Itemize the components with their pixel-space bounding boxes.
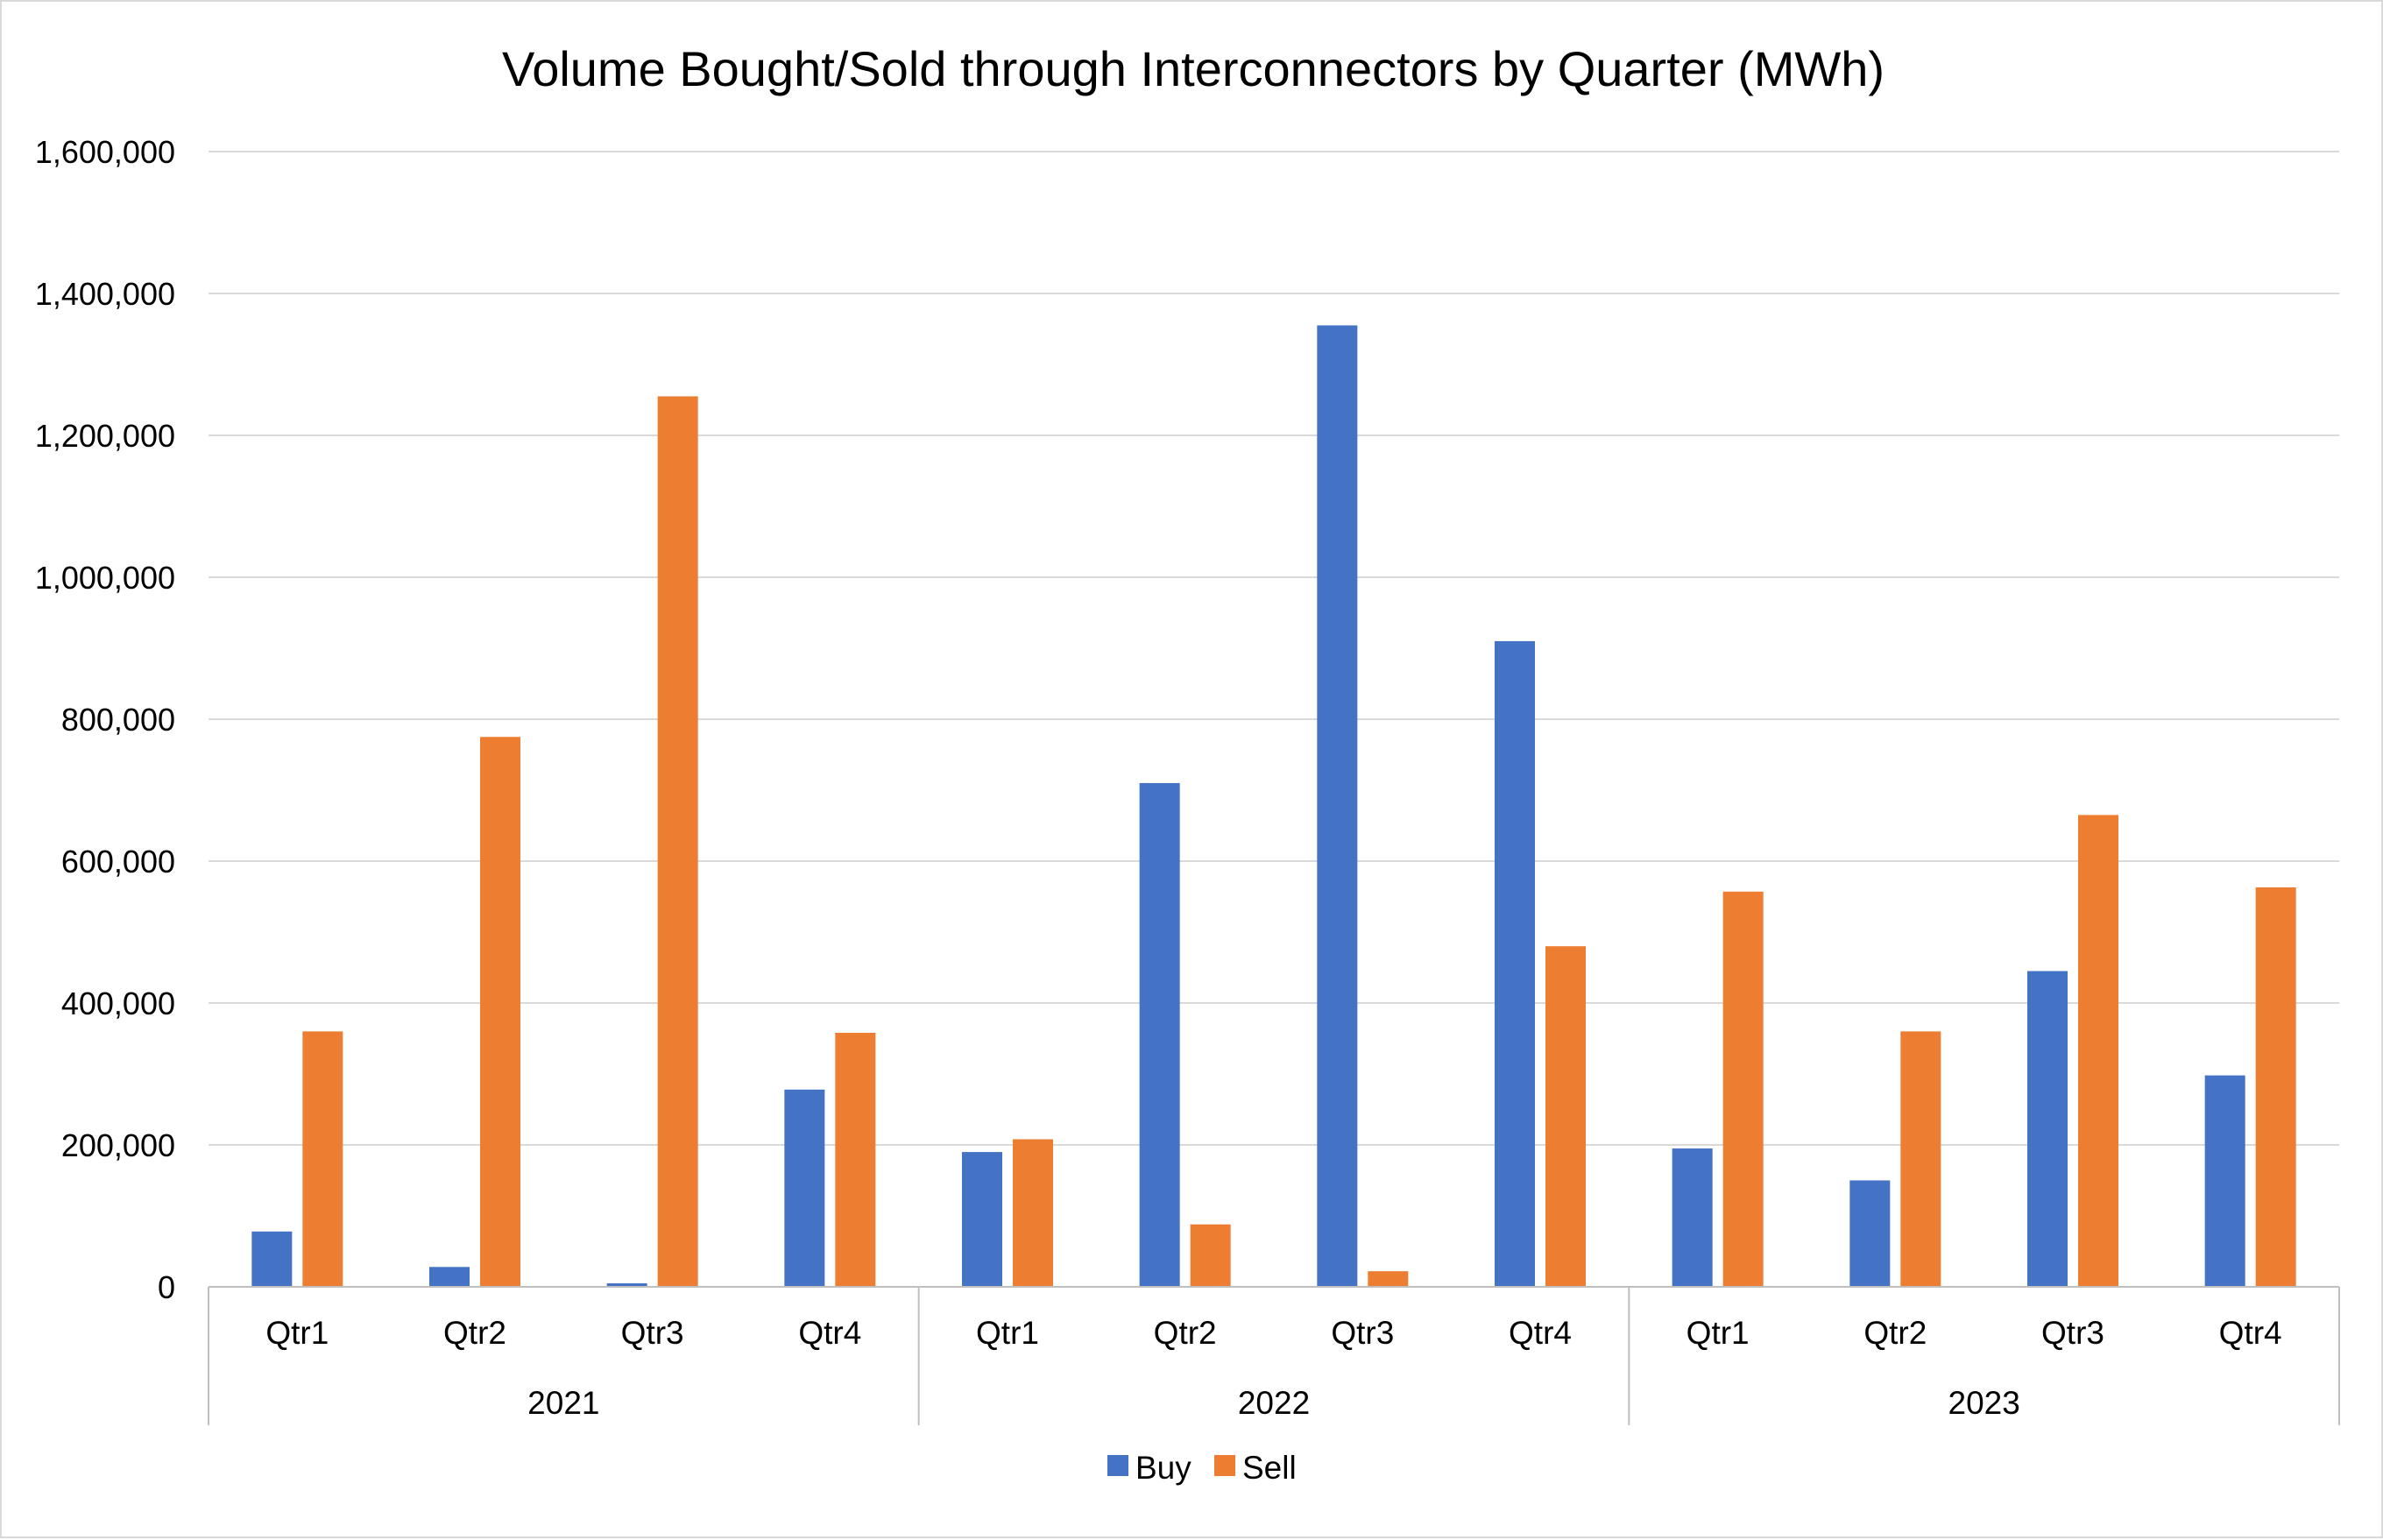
legend-swatch-buy — [1107, 1455, 1128, 1476]
y-axis-tick-labels: 0 200,000 400,000 600,000 800,000 1,000,000 1,… — [35, 134, 175, 1305]
y-tick-label: 1,000,000 — [35, 560, 175, 596]
bar-buy-qtr2 — [1849, 1180, 1891, 1287]
bar-buy-qtr2 — [1139, 782, 1180, 1287]
bar-sell-qtr2 — [1190, 1224, 1231, 1287]
legend-label-sell: Sell — [1242, 1450, 1297, 1486]
x-group-label: 2022 — [1238, 1385, 1310, 1421]
bar-sell-qtr1 — [1722, 891, 1764, 1287]
bar-buy-qtr3 — [606, 1282, 647, 1287]
bar-buy-qtr4 — [1495, 640, 1535, 1287]
bars — [251, 325, 2296, 1288]
y-tick-label: 600,000 — [61, 844, 175, 879]
gridlines — [209, 151, 2339, 1146]
x-group-label: 2021 — [527, 1385, 599, 1421]
x-tick-label: Qtr4 — [2219, 1315, 2282, 1351]
y-tick-label: 400,000 — [61, 985, 175, 1021]
x-tick-label: Qtr1 — [265, 1315, 329, 1351]
legend-label-buy: Buy — [1135, 1450, 1192, 1486]
y-tick-label: 0 — [158, 1269, 175, 1305]
bar-sell-qtr1 — [1013, 1139, 1053, 1287]
bar-buy-qtr4 — [784, 1089, 825, 1287]
bar-sell-qtr2 — [1900, 1031, 1941, 1287]
bar-sell-qtr4 — [2255, 887, 2296, 1287]
y-tick-label: 1,400,000 — [35, 276, 175, 312]
bar-sell-qtr3 — [657, 396, 698, 1287]
x-tick-label: Qtr2 — [1863, 1315, 1927, 1351]
x-tick-label: Qtr1 — [976, 1315, 1039, 1351]
bar-buy-qtr3 — [2027, 971, 2068, 1287]
y-tick-label: 1,600,000 — [35, 134, 175, 170]
bar-sell-qtr4 — [1545, 946, 1586, 1287]
x-tick-label: Qtr4 — [798, 1315, 861, 1351]
bar-buy-qtr2 — [429, 1267, 470, 1287]
bar-sell-qtr1 — [302, 1031, 343, 1287]
y-tick-label: 800,000 — [61, 702, 175, 738]
x-tick-label: Qtr3 — [621, 1315, 684, 1351]
bar-buy-qtr3 — [1317, 325, 1358, 1288]
x-tick-label: Qtr2 — [443, 1315, 506, 1351]
x-tick-label: Qtr1 — [1686, 1315, 1750, 1351]
y-tick-label: 1,200,000 — [35, 418, 175, 454]
x-group-label: 2023 — [1948, 1385, 2020, 1421]
bar-sell-qtr4 — [835, 1033, 876, 1287]
x-axis: Qtr1 Qtr2 Qtr3 Qtr4 Qtr1 Qtr2 Qtr3 Qtr4 Qtr1 Qtr2… — [208, 1286, 2340, 1425]
legend-swatch-sell — [1214, 1455, 1235, 1476]
bar-buy-qtr4 — [2204, 1075, 2245, 1287]
bar-sell-qtr2 — [480, 737, 520, 1287]
legend: Buy Sell — [1107, 1450, 1297, 1486]
chart-title: Volume Bought/Sold through Interconnecto… — [502, 41, 1884, 96]
x-tick-label: Qtr4 — [1509, 1315, 1572, 1351]
bar-sell-qtr3 — [1368, 1271, 1409, 1287]
bar-buy-qtr1 — [251, 1231, 293, 1287]
bar-sell-qtr3 — [2078, 815, 2118, 1287]
bar-buy-qtr1 — [1672, 1148, 1713, 1287]
x-tick-label: Qtr3 — [1331, 1315, 1394, 1351]
x-tick-label: Qtr3 — [2041, 1315, 2104, 1351]
y-tick-label: 200,000 — [61, 1127, 175, 1163]
x-tick-label: Qtr2 — [1154, 1315, 1217, 1351]
bar-buy-qtr1 — [962, 1152, 1002, 1287]
